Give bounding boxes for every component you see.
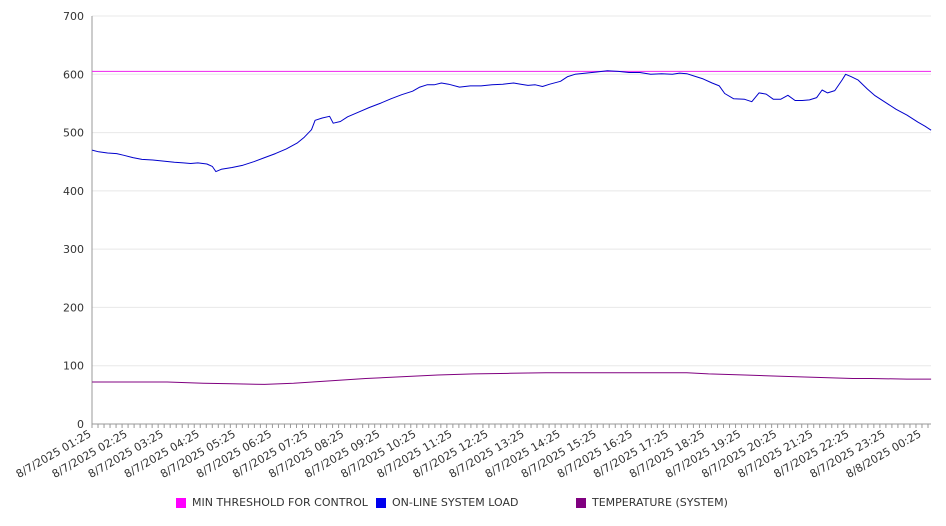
y-tick-label: 700: [63, 10, 84, 23]
legend-label: ON-LINE SYSTEM LOAD: [392, 496, 519, 509]
y-tick-label: 200: [63, 301, 84, 314]
y-tick-label: 500: [63, 127, 84, 140]
legend-item[interactable]: MIN THRESHOLD FOR CONTROL: [176, 496, 368, 509]
y-tick-label: 400: [63, 185, 84, 198]
legend-swatch: [376, 497, 386, 508]
legend-item[interactable]: ON-LINE SYSTEM LOAD: [376, 496, 518, 509]
legend: MIN THRESHOLD FOR CONTROL ON-LINE SYSTEM …: [0, 496, 946, 516]
y-tick-label: 300: [63, 243, 84, 256]
series-line-1: [91, 70, 932, 173]
legend-swatch: [576, 497, 586, 508]
y-axis-ticks: 0 100 200 300 400 500 600 700: [63, 10, 84, 431]
legend-label: TEMPERATURE (SYSTEM): [592, 496, 728, 509]
y-tick-label: 100: [63, 360, 84, 373]
legend-item[interactable]: TEMPERATURE (SYSTEM): [576, 496, 728, 509]
series-lines: [91, 70, 932, 385]
legend-label: MIN THRESHOLD FOR CONTROL: [192, 496, 368, 509]
x-axis-ticks: 8/7/2025 01:258/7/2025 02:258/7/2025 03:…: [14, 427, 924, 481]
y-tick-label: 0: [77, 418, 84, 431]
axes: [91, 16, 931, 428]
grid-lines: [92, 15, 931, 367]
y-tick-label: 600: [63, 68, 84, 81]
series-line-2: [92, 372, 932, 385]
legend-swatch: [176, 497, 186, 508]
